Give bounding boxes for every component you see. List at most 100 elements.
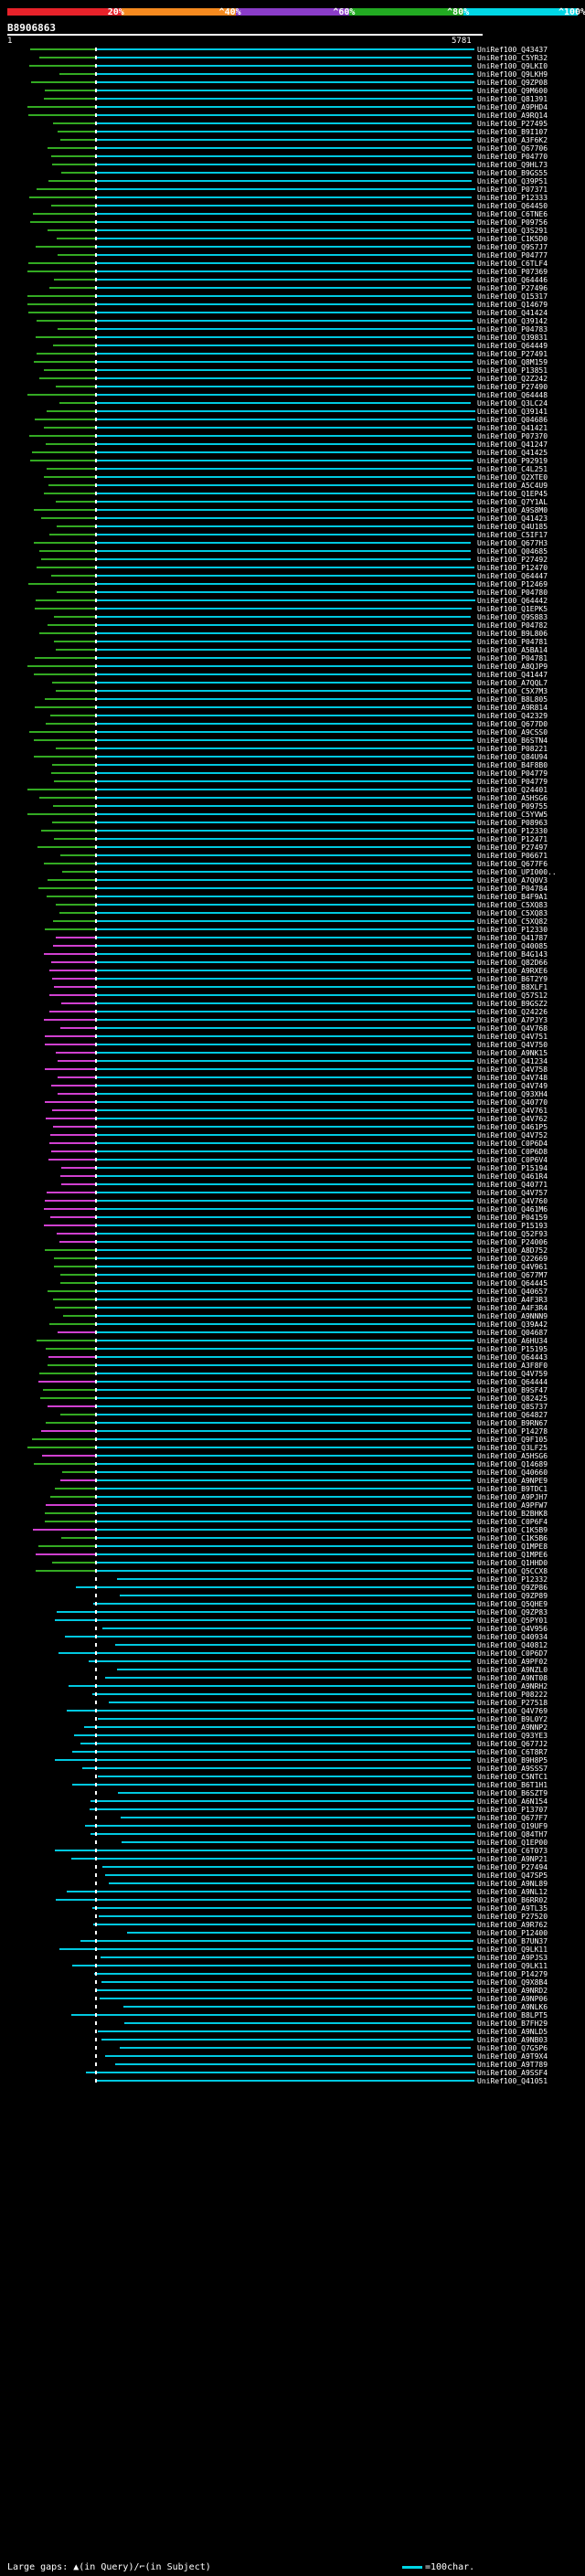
hit-label[interactable]: UniRef100_P12332 xyxy=(477,1575,548,1584)
hit-label[interactable]: UniRef100_Q39A42 xyxy=(477,1320,548,1329)
hit-label[interactable]: UniRef100_A9NB03 xyxy=(477,2036,548,2044)
hit-label[interactable]: UniRef100_A9NT08 xyxy=(477,1674,548,1682)
hit-label[interactable]: UniRef100_B8L805 xyxy=(477,695,548,704)
hit-label[interactable]: UniRef100_A9PF02 xyxy=(477,1658,548,1666)
hit-label[interactable]: UniRef100_P04781 xyxy=(477,654,548,663)
hit-label[interactable]: UniRef100_C6TNE6 xyxy=(477,210,548,218)
hit-label[interactable]: UniRef100_A9PJS3 xyxy=(477,1954,548,1962)
hit-label[interactable]: UniRef100_C0P6F4 xyxy=(477,1518,548,1526)
hit-label[interactable]: UniRef100_Q9ZP83 xyxy=(477,1608,548,1617)
hit-label[interactable]: UniRef100_Q84TH7 xyxy=(477,1830,548,1839)
hit-label[interactable]: UniRef100_Q9LKI0 xyxy=(477,62,548,70)
hit-label[interactable]: UniRef100_Q14689 xyxy=(477,1460,548,1468)
hit-label[interactable]: UniRef100_P12400 xyxy=(477,1929,548,1937)
hit-label[interactable]: UniRef100_Q9LK11 xyxy=(477,1962,548,1970)
hit-label[interactable]: UniRef100_A9R762 xyxy=(477,1921,548,1929)
hit-label[interactable]: UniRef100_A9NL12 xyxy=(477,1888,548,1896)
hit-label[interactable]: UniRef100_A9NL89 xyxy=(477,1880,548,1888)
hit-label[interactable]: UniRef100_Q1HHD0 xyxy=(477,1559,548,1567)
hit-label[interactable]: UniRef100_Q4U185 xyxy=(477,523,548,531)
hit-label[interactable]: UniRef100_Q9HL73 xyxy=(477,161,548,169)
hit-label[interactable]: UniRef100_A9CSS0 xyxy=(477,728,548,737)
hit-label[interactable]: UniRef100_P09755 xyxy=(477,802,548,811)
hit-label[interactable]: UniRef100_Q84U94 xyxy=(477,753,548,761)
hit-label[interactable]: UniRef100_A5HSG6 xyxy=(477,1452,548,1460)
hit-label[interactable]: UniRef100_C0P6V4 xyxy=(477,1156,548,1164)
hit-label[interactable]: UniRef100_Q4V751 xyxy=(477,1033,548,1041)
hit-label[interactable]: UniRef100_B9TDC1 xyxy=(477,1485,548,1493)
hit-label[interactable]: UniRef100_B6RR02 xyxy=(477,1896,548,1904)
hit-label[interactable]: UniRef100_P07370 xyxy=(477,432,548,440)
hit-label[interactable]: UniRef100_A7PJY3 xyxy=(477,1016,548,1024)
hit-label[interactable]: UniRef100_Q64450 xyxy=(477,202,548,210)
hit-label[interactable]: UniRef100_Q4V961 xyxy=(477,1263,548,1271)
hit-label[interactable]: UniRef100_A9SSF4 xyxy=(477,2069,548,2077)
hit-label[interactable]: UniRef100_Q9X8B4 xyxy=(477,1978,548,1987)
hit-label[interactable]: UniRef100_A9NPE9 xyxy=(477,1477,548,1485)
hit-label[interactable]: UniRef100_A9NRH2 xyxy=(477,1682,548,1691)
hit-label[interactable]: UniRef100_Q2Z242 xyxy=(477,375,548,383)
hit-label[interactable]: UniRef100_P27491 xyxy=(477,350,548,358)
hit-label[interactable]: UniRef100_Q40085 xyxy=(477,942,548,950)
hit-label[interactable]: UniRef100_A5BA14 xyxy=(477,646,548,654)
hit-label[interactable]: UniRef100_Q4V749 xyxy=(477,1082,548,1090)
hit-label[interactable]: UniRef100_Q40660 xyxy=(477,1468,548,1477)
hit-label[interactable]: UniRef100_A9NK15 xyxy=(477,1049,548,1057)
hit-label[interactable]: UniRef100_Q4V760 xyxy=(477,1197,548,1205)
hit-label[interactable]: UniRef100_P27496 xyxy=(477,284,548,292)
hit-label[interactable]: UniRef100_P27494 xyxy=(477,1863,548,1871)
hit-label[interactable]: UniRef100_Q5QHE9 xyxy=(477,1600,548,1608)
hit-label[interactable]: UniRef100_Q1MPE8 xyxy=(477,1542,548,1551)
hit-label[interactable]: UniRef100_A9SSS7 xyxy=(477,1765,548,1773)
hit-label[interactable]: UniRef100_Q43437 xyxy=(477,46,548,54)
hit-label[interactable]: UniRef100_Q41447 xyxy=(477,671,548,679)
hit-label[interactable]: UniRef100_Q677F6 xyxy=(477,860,548,868)
hit-label[interactable]: UniRef100_P27495 xyxy=(477,120,548,128)
hit-label[interactable]: UniRef100_P15194 xyxy=(477,1164,548,1172)
hit-label[interactable]: UniRef100_Q8S737 xyxy=(477,1403,548,1411)
hit-label[interactable]: UniRef100_A9T789 xyxy=(477,2061,548,2069)
hit-label[interactable]: UniRef100_Q9ZP89 xyxy=(477,1592,548,1600)
hit-label[interactable]: UniRef100_C5X7M3 xyxy=(477,687,548,695)
hit-label[interactable]: UniRef100_C6TLF4 xyxy=(477,260,548,268)
hit-label[interactable]: UniRef100_B4G143 xyxy=(477,950,548,959)
hit-label[interactable]: UniRef100_A9S8M0 xyxy=(477,506,548,514)
hit-label[interactable]: UniRef100_P12330 xyxy=(477,827,548,835)
hit-label[interactable]: UniRef100_Q9S883 xyxy=(477,613,548,621)
hit-label[interactable]: UniRef100_P07369 xyxy=(477,268,548,276)
hit-label[interactable]: UniRef100_Q3LF25 xyxy=(477,1444,548,1452)
hit-label[interactable]: UniRef100_P07371 xyxy=(477,186,548,194)
hit-label[interactable]: UniRef100_P08221 xyxy=(477,745,548,753)
hit-label[interactable]: UniRef100_C4L251 xyxy=(477,465,548,473)
hit-label[interactable]: UniRef100_Q9ZP08 xyxy=(477,79,548,87)
hit-label[interactable]: UniRef100_Q4V752 xyxy=(477,1131,548,1140)
hit-label[interactable]: UniRef100_Q42329 xyxy=(477,712,548,720)
hit-label[interactable]: UniRef100_Q677J2 xyxy=(477,1740,548,1748)
hit-label[interactable]: UniRef100_Q57S12 xyxy=(477,991,548,1000)
hit-label[interactable]: UniRef100_Q64444 xyxy=(477,1378,548,1386)
hit-label[interactable]: UniRef100_A6N154 xyxy=(477,1797,548,1806)
hit-label[interactable]: UniRef100_Q5CCX8 xyxy=(477,1567,548,1575)
hit-label[interactable]: UniRef100_P15195 xyxy=(477,1345,548,1353)
hit-label[interactable]: UniRef100_Q4V761 xyxy=(477,1107,548,1115)
hit-label[interactable]: UniRef100_Q64447 xyxy=(477,572,548,580)
hit-label[interactable]: UniRef100_P04777 xyxy=(477,251,548,260)
hit-label[interactable]: UniRef100_A8D752 xyxy=(477,1246,548,1255)
hit-label[interactable]: UniRef100_Q3S291 xyxy=(477,227,548,235)
hit-label[interactable]: UniRef100_Q40934 xyxy=(477,1633,548,1641)
hit-label[interactable]: UniRef100_Q64446 xyxy=(477,276,548,284)
hit-label[interactable]: UniRef100_A7Q0V3 xyxy=(477,876,548,885)
hit-label[interactable]: UniRef100_Q04685 xyxy=(477,547,548,556)
hit-label[interactable]: UniRef100_P14279 xyxy=(477,1970,548,1978)
hit-label[interactable]: UniRef100_Q41234 xyxy=(477,1057,548,1065)
hit-label[interactable]: UniRef100_Q4V762 xyxy=(477,1115,548,1123)
hit-label[interactable]: UniRef100_P27518 xyxy=(477,1699,548,1707)
hit-label[interactable]: UniRef100_P12470 xyxy=(477,564,548,572)
hit-label[interactable]: UniRef100_A9RQ14 xyxy=(477,111,548,120)
hit-label[interactable]: UniRef100_P12471 xyxy=(477,835,548,843)
hit-label[interactable]: UniRef100_Q64827 xyxy=(477,1411,548,1419)
hit-label[interactable]: UniRef100_Q67706 xyxy=(477,144,548,153)
hit-label[interactable]: UniRef100_Q9LK11 xyxy=(477,1945,548,1954)
hit-label[interactable]: UniRef100_Q677D0 xyxy=(477,720,548,728)
hit-label[interactable]: UniRef100_Q04687 xyxy=(477,1329,548,1337)
